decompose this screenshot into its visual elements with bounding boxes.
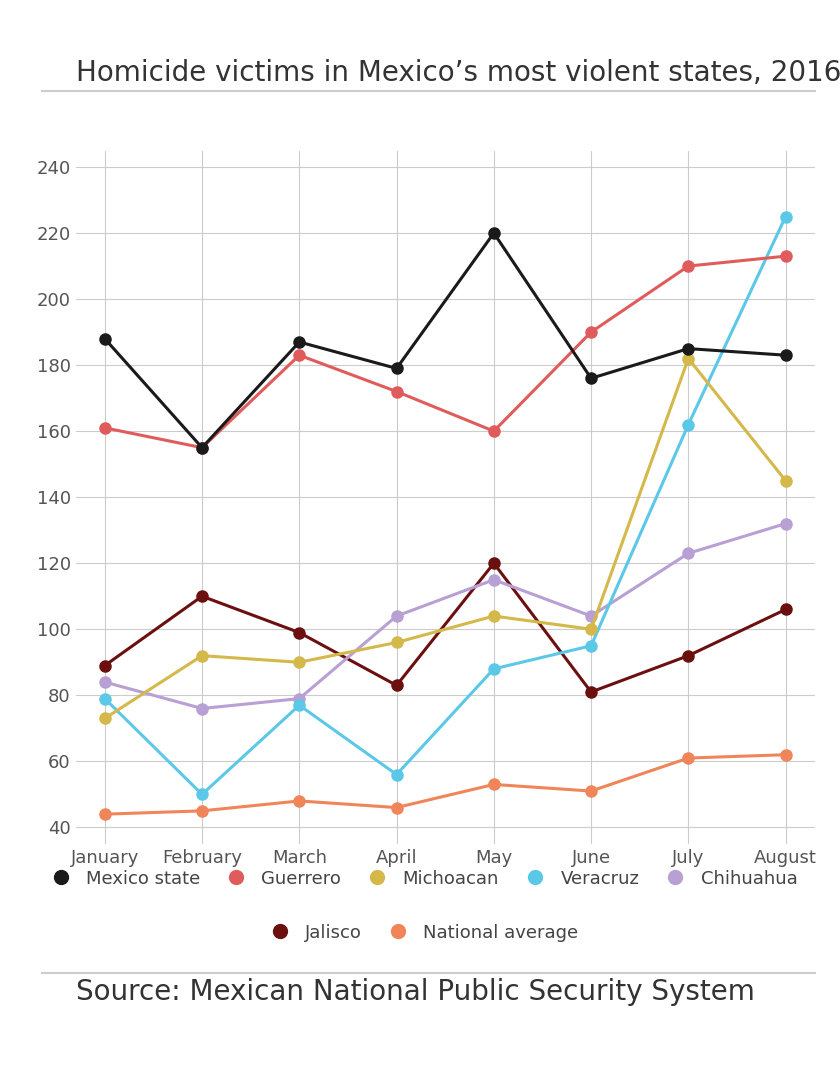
Text: Source: Mexican National Public Security System: Source: Mexican National Public Security…	[76, 978, 754, 1006]
Text: Homicide victims in Mexico’s most violent states, 2016: Homicide victims in Mexico’s most violen…	[76, 59, 840, 87]
Legend: Mexico state, Guerrero, Michoacan, Veracruz, Chihuahua: Mexico state, Guerrero, Michoacan, Verac…	[35, 862, 805, 895]
Legend: Jalisco, National average: Jalisco, National average	[255, 916, 585, 949]
